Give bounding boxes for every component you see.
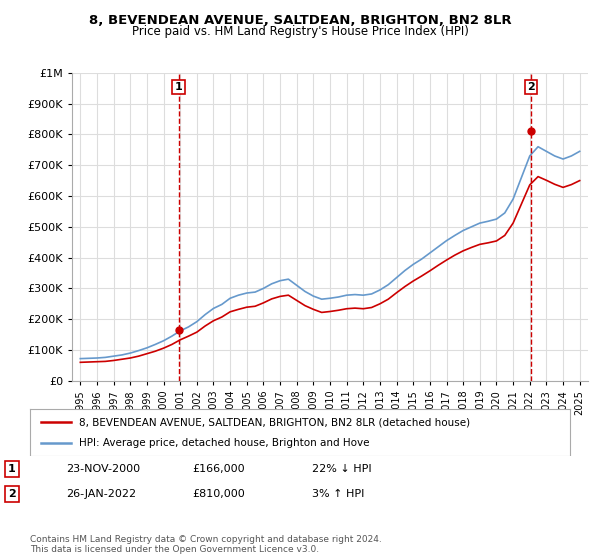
Text: 22% ↓ HPI: 22% ↓ HPI — [312, 464, 371, 474]
Text: £810,000: £810,000 — [192, 489, 245, 499]
Text: 8, BEVENDEAN AVENUE, SALTDEAN, BRIGHTON, BN2 8LR: 8, BEVENDEAN AVENUE, SALTDEAN, BRIGHTON,… — [89, 14, 511, 27]
Text: 8, BEVENDEAN AVENUE, SALTDEAN, BRIGHTON, BN2 8LR (detached house): 8, BEVENDEAN AVENUE, SALTDEAN, BRIGHTON,… — [79, 417, 470, 427]
Text: HPI: Average price, detached house, Brighton and Hove: HPI: Average price, detached house, Brig… — [79, 438, 369, 448]
Text: 2: 2 — [527, 82, 535, 92]
Text: 3% ↑ HPI: 3% ↑ HPI — [312, 489, 364, 499]
Text: Contains HM Land Registry data © Crown copyright and database right 2024.
This d: Contains HM Land Registry data © Crown c… — [30, 535, 382, 554]
Text: 23-NOV-2000: 23-NOV-2000 — [66, 464, 140, 474]
Text: 1: 1 — [8, 464, 16, 474]
Text: £166,000: £166,000 — [192, 464, 245, 474]
Text: 26-JAN-2022: 26-JAN-2022 — [66, 489, 136, 499]
Text: Price paid vs. HM Land Registry's House Price Index (HPI): Price paid vs. HM Land Registry's House … — [131, 25, 469, 38]
Text: 1: 1 — [175, 82, 182, 92]
Text: 2: 2 — [8, 489, 16, 499]
